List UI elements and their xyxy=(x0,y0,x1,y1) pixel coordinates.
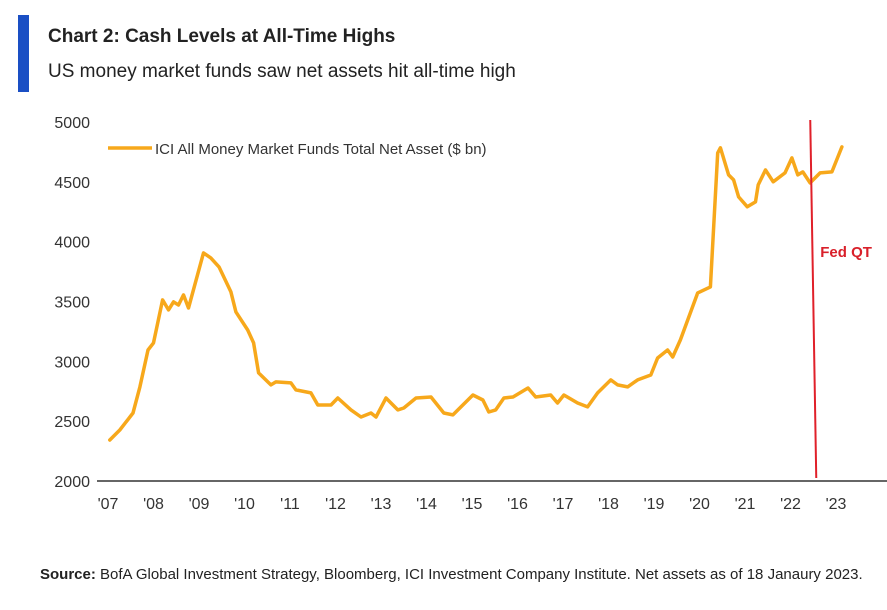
y-tick-label: 2500 xyxy=(54,414,90,431)
x-tick-label: '22 xyxy=(780,496,801,513)
x-tick-label: '13 xyxy=(371,496,392,513)
y-tick-label: 3500 xyxy=(54,295,90,312)
x-tick-label: '09 xyxy=(189,496,210,513)
x-tick-label: '20 xyxy=(689,496,710,513)
source-note: Source: BofA Global Investment Strategy,… xyxy=(40,556,870,593)
x-tick-label: '07 xyxy=(98,496,119,513)
chart-subtitle: US money market funds saw net assets hit… xyxy=(48,61,516,82)
legend: ICI All Money Market Funds Total Net Ass… xyxy=(108,141,487,158)
x-tick-label: '21 xyxy=(735,496,756,513)
x-tick-label: '17 xyxy=(553,496,574,513)
x-tick-label: '16 xyxy=(507,496,528,513)
y-tick-label: 2000 xyxy=(54,474,90,491)
line-chart: 2000 2500 3000 3500 4000 4500 5000 '07 '08 '09 '1… xyxy=(54,115,887,513)
y-tick-label: 5000 xyxy=(54,115,90,132)
x-tick-label: '15 xyxy=(462,496,483,513)
x-tick-label: '12 xyxy=(325,496,346,513)
x-tick-label: '10 xyxy=(234,496,255,513)
x-tick-label: '19 xyxy=(644,496,665,513)
x-tick-label: '23 xyxy=(826,496,847,513)
chart-title: Chart 2: Cash Levels at All-Time Highs xyxy=(48,26,396,47)
x-tick-label: '18 xyxy=(598,496,619,513)
fed-qt-label: Fed QT xyxy=(820,244,872,261)
y-tick-label: 4500 xyxy=(54,175,90,192)
x-tick-label: '14 xyxy=(416,496,437,513)
accent-bar xyxy=(18,15,29,92)
series-line xyxy=(108,145,844,442)
legend-label: ICI All Money Market Funds Total Net Ass… xyxy=(155,141,487,158)
source-text: BofA Global Investment Strategy, Bloombe… xyxy=(95,566,863,583)
y-tick-label: 4000 xyxy=(54,235,90,252)
source-label: Source: xyxy=(40,566,96,583)
x-axis: '07 '08 '09 '10 '11 '12 '13 '14 '15 '16 '17 '18 '19 '… xyxy=(98,496,847,513)
x-tick-label: '08 xyxy=(143,496,164,513)
y-axis: 2000 2500 3000 3500 4000 4500 5000 xyxy=(54,115,90,491)
x-tick-label: '11 xyxy=(280,496,300,513)
y-tick-label: 3000 xyxy=(54,354,90,371)
fed-qt-line xyxy=(809,119,818,479)
